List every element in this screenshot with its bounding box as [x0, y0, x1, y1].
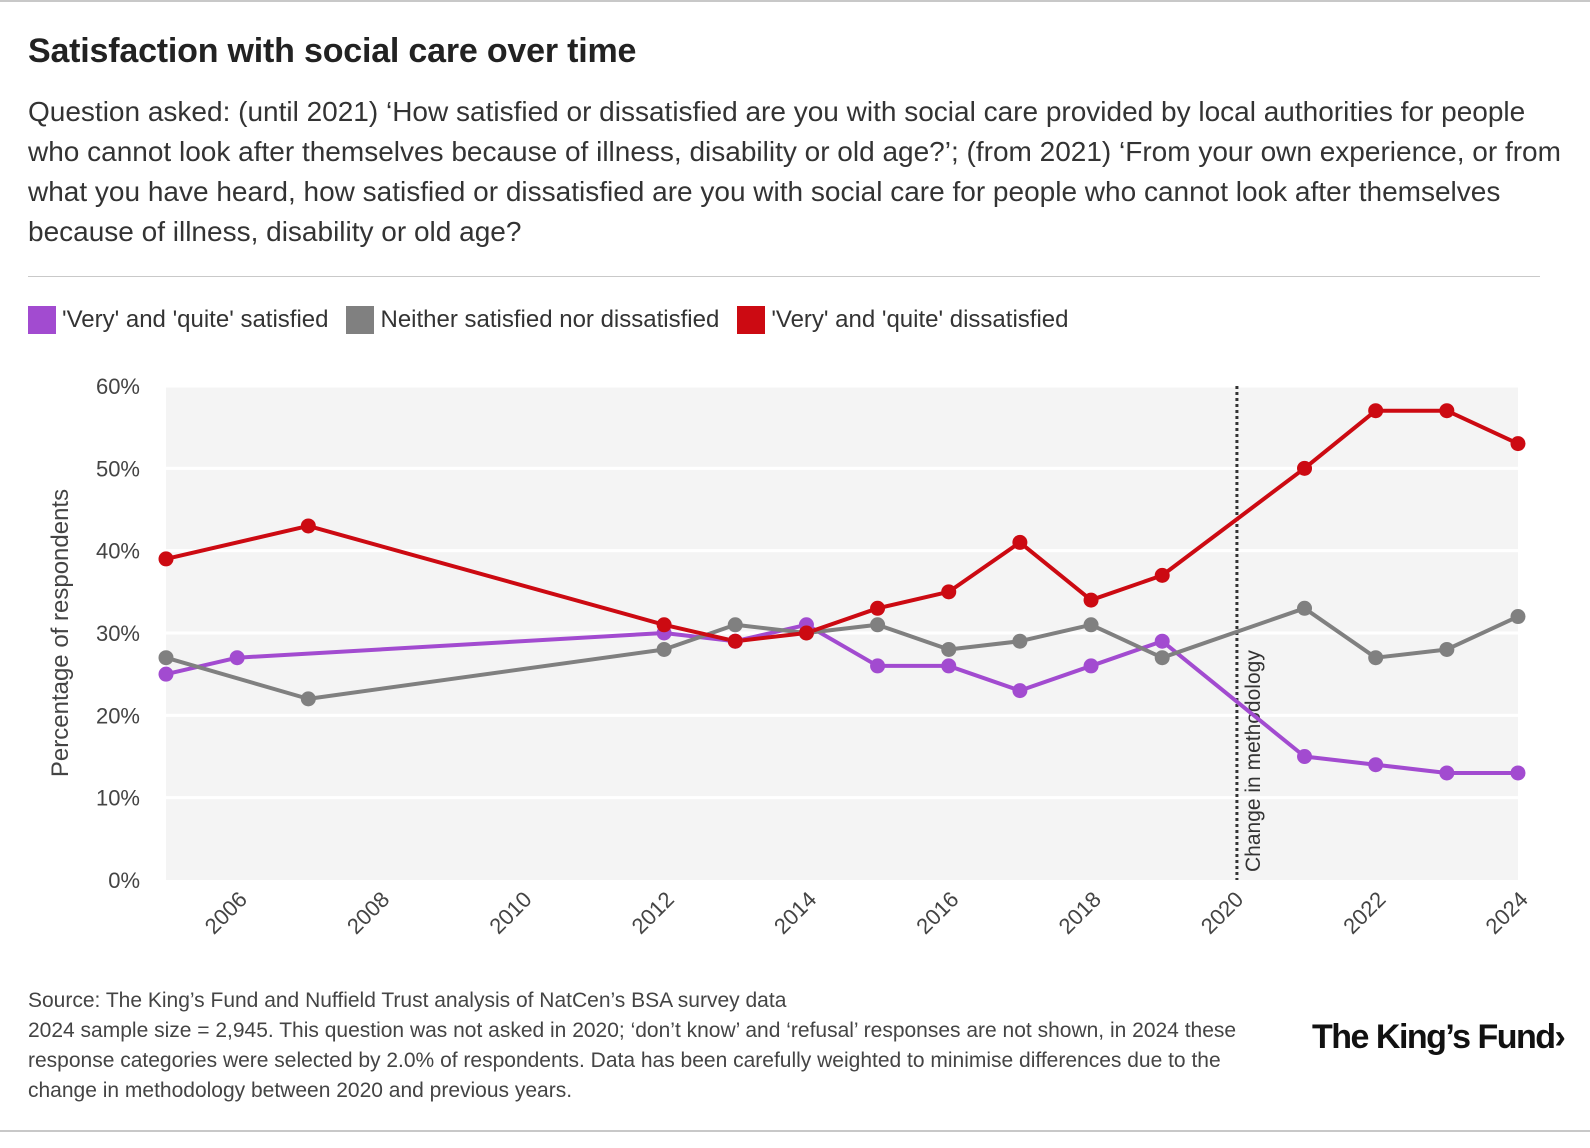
legend-swatch-dissatisfied: [737, 306, 766, 334]
data-point-series-2: [1368, 403, 1384, 419]
data-point-series-2: [1297, 460, 1313, 476]
data-point-series-1: [656, 641, 672, 657]
legend-label-satisfied: 'Very' and 'quite' satisfied: [62, 306, 329, 333]
data-point-series-0: [1083, 658, 1099, 674]
x-tick-label: 2018: [1054, 887, 1106, 939]
x-tick-label: 2008: [342, 887, 394, 939]
methodology-change-label: Change in methodology: [1242, 650, 1265, 872]
series-line-1: [165, 606, 1519, 701]
data-point-series-1: [1368, 650, 1384, 666]
y-tick-label: 60%: [96, 374, 140, 399]
x-tick-label: 2010: [484, 887, 536, 939]
source-note: Source: The King’s Fund and Nuffield Tru…: [28, 989, 787, 1012]
data-point-series-1: [1012, 633, 1028, 649]
data-point-series-2: [1439, 403, 1455, 419]
methodology-note: 2024 sample size = 2,945. This question …: [28, 1019, 1237, 1102]
data-point-series-1: [158, 650, 174, 666]
x-tick-label: 2022: [1338, 887, 1390, 939]
data-point-series-1: [1083, 617, 1099, 633]
data-point-series-2: [941, 584, 957, 600]
data-point-series-1: [870, 617, 886, 633]
x-tick-label: 2014: [769, 887, 821, 939]
y-tick-label: 40%: [96, 539, 140, 564]
legend-swatch-neither: [346, 306, 375, 334]
data-point-series-2: [300, 518, 316, 534]
data-point-series-2: [1510, 436, 1526, 452]
y-tick-label: 30%: [96, 621, 140, 646]
header-divider: [28, 276, 1540, 277]
footer: Source: The King’s Fund and Nuffield Tru…: [28, 986, 1258, 1106]
data-point-series-1: [1297, 600, 1313, 616]
top-border: [0, 0, 1590, 2]
data-point-series-0: [1297, 749, 1313, 764]
data-point-series-2: [1083, 592, 1099, 608]
legend-item-dissatisfied: 'Very' and 'quite' dissatisfied: [737, 306, 1068, 334]
line-chart: 0% 10% 20% 30% 40% 50% 60% Percentage of respon…: [47, 374, 1533, 939]
series-line-0: [165, 622, 1518, 775]
legend-item-satisfied: 'Very' and 'quite' satisfied: [28, 306, 328, 334]
kings-fund-logo: The King’s Fund›: [1312, 1018, 1566, 1056]
y-tick-label: 0%: [108, 868, 140, 893]
legend-label-dissatisfied: 'Very' and 'quite' dissatisfied: [771, 306, 1069, 333]
data-point-series-0: [1012, 683, 1028, 699]
x-tick-label: 2012: [627, 887, 679, 939]
data-point-series-2: [1012, 534, 1028, 550]
data-point-series-0: [941, 658, 957, 674]
data-point-series-0: [229, 650, 245, 666]
data-point-series-0: [1510, 765, 1526, 781]
y-axis-title: Percentage of respondents: [47, 489, 74, 777]
data-point-series-1: [941, 641, 957, 657]
legend-swatch-satisfied: [28, 306, 56, 334]
data-point-series-0: [1368, 757, 1384, 773]
data-point-series-0: [1154, 633, 1170, 649]
data-point-series-2: [798, 625, 814, 641]
data-point-series-1: [727, 617, 743, 633]
data-point-series-1: [1510, 609, 1526, 625]
data-point-series-0: [158, 666, 174, 682]
data-point-series-0: [870, 658, 886, 674]
y-tick-label: 10%: [96, 786, 140, 811]
x-tick-label: 2016: [911, 887, 963, 939]
data-point-series-2: [656, 617, 672, 633]
data-point-series-1: [1154, 650, 1170, 666]
legend-item-neither: Neither satisfied nor dissatisfied: [346, 306, 719, 334]
series-line-2: [165, 408, 1519, 644]
x-tick-label: 2020: [1196, 887, 1248, 939]
legend-label-neither: Neither satisfied nor dissatisfied: [380, 306, 720, 333]
legend: 'Very' and 'quite' satisfied Neither sat…: [28, 306, 1086, 334]
data-point-series-2: [158, 551, 174, 567]
y-tick-label: 20%: [96, 703, 140, 728]
data-point-series-2: [1154, 567, 1170, 583]
data-point-series-1: [300, 691, 316, 707]
bottom-border: [0, 1130, 1590, 1132]
x-tick-label: 2024: [1481, 887, 1533, 939]
data-point-series-2: [870, 600, 886, 616]
y-tick-label: 50%: [96, 456, 140, 481]
x-tick-label: 2006: [200, 887, 252, 939]
data-point-series-2: [727, 633, 743, 649]
chart-subtitle: Question asked: (until 2021) ‘How satisf…: [28, 96, 1561, 247]
chart-title: Satisfaction with social care over time: [28, 32, 637, 70]
data-point-series-1: [1439, 641, 1455, 657]
data-point-series-0: [1439, 765, 1455, 781]
